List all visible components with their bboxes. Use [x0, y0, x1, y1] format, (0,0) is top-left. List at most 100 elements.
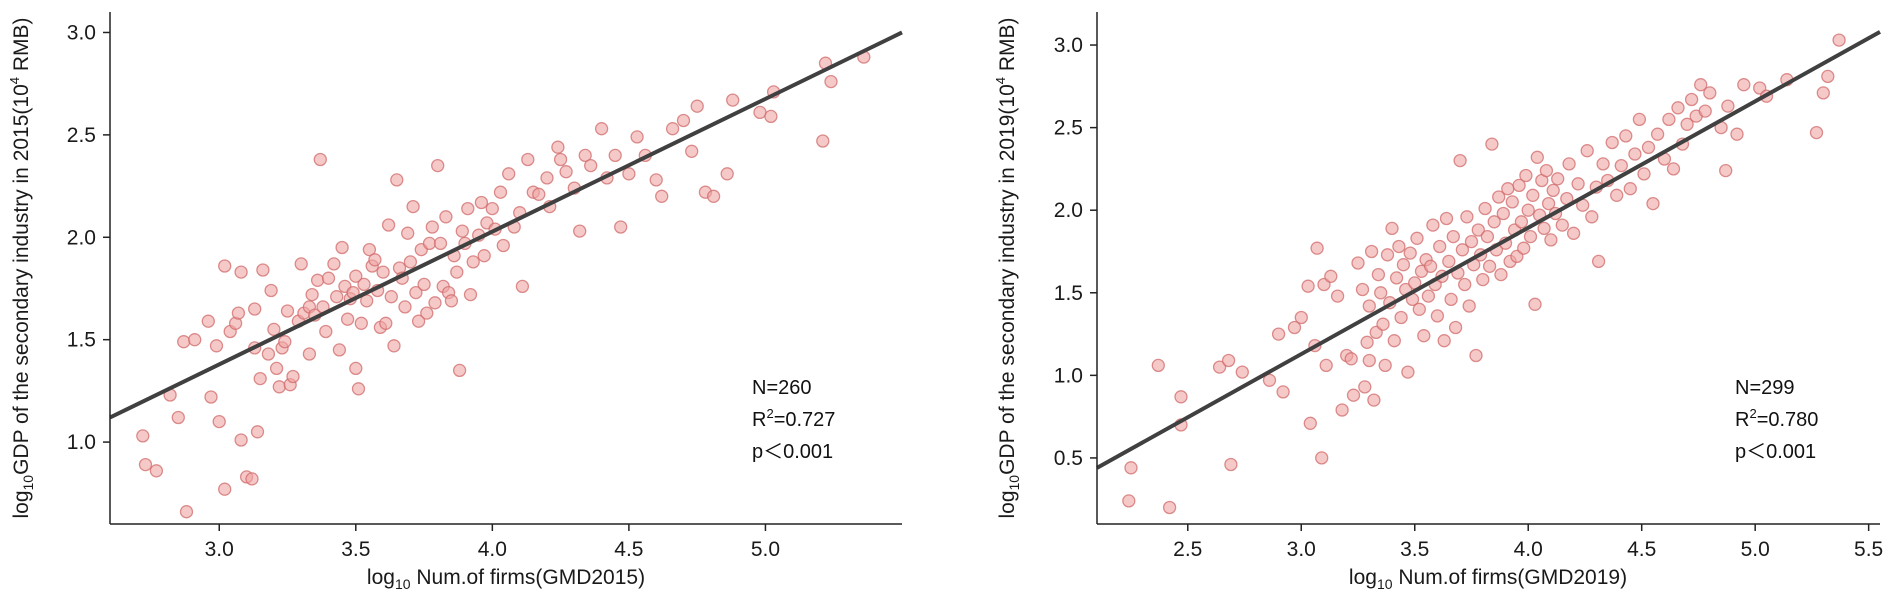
scatter-point — [1453, 153, 1467, 168]
y-ticks-right: 0.5 1.0 1.5 2.0 2.5 3.0 — [1054, 34, 1097, 470]
y-axis-label-left: log10GDP of the secondary industry in 20… — [7, 17, 36, 518]
scatter-point — [1555, 218, 1569, 232]
scatter-point — [816, 134, 830, 148]
scatter-point — [1310, 241, 1324, 255]
x-axis-label-right: log10 Num.of firms(GMD2019) — [1349, 566, 1627, 592]
scatter-point — [1448, 320, 1463, 335]
scatter-point — [1619, 129, 1633, 143]
scatter-point — [1458, 277, 1472, 292]
scatter-point — [218, 259, 232, 273]
scatter-point — [1605, 135, 1619, 150]
scatter-point — [1546, 183, 1560, 198]
scatter-point — [1596, 157, 1610, 171]
scatter-point — [1335, 403, 1349, 417]
annotation-p-right: p＜0.001 — [1735, 441, 1816, 463]
scatter-point — [321, 271, 336, 285]
scatter-point — [502, 167, 516, 181]
scatter-point — [1671, 101, 1685, 115]
scatter-point — [1637, 167, 1651, 181]
scatter-point — [1330, 289, 1345, 303]
scatter-point — [1389, 271, 1404, 285]
scatter-point — [420, 306, 434, 320]
scatter-point — [1315, 451, 1329, 465]
scatter-point — [1460, 210, 1474, 224]
scatter-point — [305, 287, 319, 302]
scatter-point — [455, 224, 469, 238]
scatter-point — [376, 265, 390, 279]
scatter-point — [676, 113, 691, 128]
x-tick-label: 3.5 — [1400, 538, 1429, 561]
scatter-point — [1351, 256, 1365, 270]
scatter-point — [433, 236, 448, 251]
scatter-point — [384, 290, 398, 304]
scatter-point — [685, 144, 699, 158]
scatter-point — [515, 279, 530, 294]
scatter-point — [1437, 334, 1451, 348]
scatter-point — [411, 314, 426, 328]
scatter-point — [559, 165, 573, 179]
scatter-point — [1521, 203, 1535, 217]
scatter-point — [390, 173, 404, 187]
scatter-point — [1580, 144, 1594, 158]
scatter-point — [1151, 358, 1165, 373]
scatter-point — [1324, 269, 1338, 283]
scatter-point — [1355, 282, 1370, 297]
y-tick-label: 1.0 — [1054, 364, 1083, 387]
scatter-point — [1124, 461, 1138, 475]
scatter-point — [1478, 201, 1492, 216]
scatter-point — [551, 140, 565, 154]
scatter-point — [1551, 172, 1565, 186]
scatter-point — [136, 429, 150, 443]
x-tick-label: 4.5 — [1627, 538, 1656, 561]
scatter-point — [1721, 99, 1735, 113]
scatter-point — [1476, 272, 1490, 287]
scatter-point — [1666, 162, 1681, 176]
scatter-point — [720, 167, 734, 181]
scatter-point — [1816, 86, 1830, 100]
scatter-point — [1832, 33, 1846, 47]
scatter-point — [461, 201, 475, 216]
scatter-point — [1303, 416, 1317, 430]
scatter-point — [188, 333, 202, 347]
scatter-point — [466, 255, 480, 269]
scatter-point — [179, 505, 194, 519]
scatter-point — [1641, 140, 1656, 155]
scatter-point — [149, 464, 164, 478]
scatter-point — [1680, 117, 1694, 131]
scatter-point — [439, 210, 453, 224]
scatter-point — [753, 105, 767, 120]
scatter-point — [450, 265, 464, 279]
scatter-point — [1562, 157, 1576, 171]
scatter-point — [1385, 221, 1399, 236]
scatter-point — [1539, 163, 1554, 178]
scatter-point — [354, 316, 368, 330]
scatter-point — [1446, 229, 1460, 244]
x-tick-label: 5.0 — [751, 538, 780, 561]
scatter-point — [1519, 168, 1533, 183]
scatter-point — [1571, 177, 1585, 191]
scatter-point — [614, 220, 628, 234]
regression-line-left — [109, 30, 903, 420]
scatter-point — [1433, 239, 1447, 254]
scatter-point — [138, 457, 153, 472]
scatter-point — [1396, 258, 1411, 272]
scatter-point — [578, 148, 592, 163]
scatter-point — [1430, 309, 1445, 323]
scatter-point — [1367, 393, 1381, 407]
scatter-point — [496, 238, 510, 253]
scatter-point — [368, 253, 382, 267]
scatter-point — [1294, 310, 1308, 325]
annotation-r2-left: R2=0.727 — [752, 406, 835, 431]
scatter-point — [1423, 259, 1438, 273]
scatter-point — [1392, 239, 1406, 254]
scatter-point — [264, 283, 278, 298]
regression-line-right — [1096, 30, 1881, 470]
scatter-point — [1512, 178, 1526, 193]
scatter-point — [573, 224, 587, 238]
scatter-point — [256, 263, 270, 277]
scatter-point — [649, 173, 663, 187]
y-tick-label: 2.5 — [67, 124, 96, 147]
x-tick-label: 5.0 — [1741, 538, 1770, 561]
scatter-point — [1469, 348, 1483, 363]
scatter-point — [379, 316, 393, 330]
